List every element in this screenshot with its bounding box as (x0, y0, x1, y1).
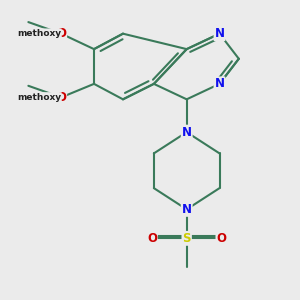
Text: O: O (216, 232, 226, 245)
Text: O: O (147, 232, 157, 245)
Text: methoxy: methoxy (17, 93, 61, 102)
Text: S: S (182, 232, 191, 245)
Text: N: N (182, 203, 192, 216)
Text: O: O (56, 27, 66, 40)
Text: methoxy: methoxy (17, 29, 61, 38)
Text: O: O (56, 91, 66, 104)
Text: N: N (214, 27, 224, 40)
Text: N: N (214, 77, 224, 90)
Text: N: N (182, 126, 192, 139)
